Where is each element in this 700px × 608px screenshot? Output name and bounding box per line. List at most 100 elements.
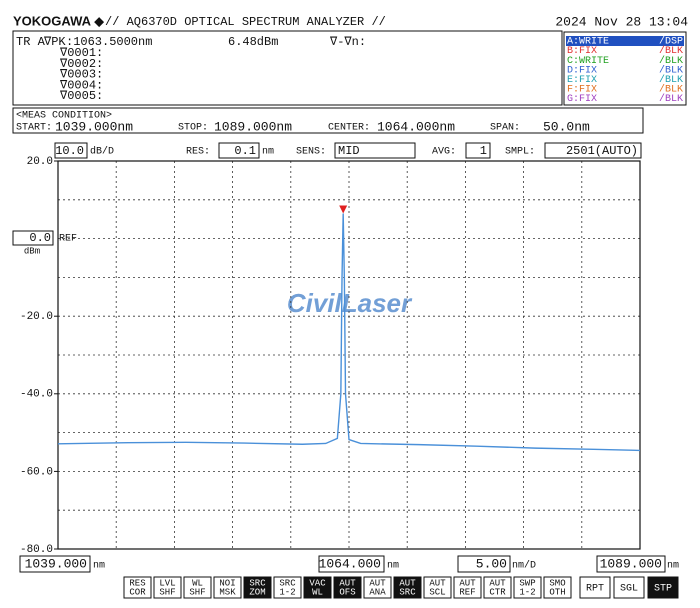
softkey-label[interactable]: ZOM (249, 587, 265, 597)
trace-state[interactable]: /BLK (659, 84, 683, 96)
button-label[interactable]: SGL (620, 584, 638, 595)
ref-label: REF (59, 234, 77, 245)
softkey-label[interactable]: AUT (489, 578, 506, 588)
softkey[interactable] (483, 576, 512, 599)
brand: YOKOGAWA ◆ (13, 13, 104, 28)
trace-state[interactable]: /DSP (659, 36, 683, 48)
peak-marker (339, 205, 348, 214)
softkey-label[interactable]: WL (312, 587, 323, 597)
trace-state[interactable]: /BLK (659, 55, 683, 67)
softkey-label[interactable]: REF (459, 587, 475, 597)
softkey-label[interactable]: NOI (219, 578, 235, 588)
meas-label: STOP: (178, 123, 208, 134)
setting-unit: dB/D (90, 146, 114, 158)
trace-name[interactable]: A:WRITE (567, 37, 609, 48)
meas-label: CENTER: (328, 123, 370, 134)
softkey-label[interactable]: SWP (519, 578, 535, 588)
softkey-label[interactable]: OTH (549, 587, 565, 597)
setting-value[interactable]: 10.0 (55, 144, 84, 158)
setting-unit: nm (262, 147, 274, 158)
button[interactable] (647, 576, 679, 599)
softkey[interactable] (363, 576, 392, 599)
scale-box (19, 555, 91, 573)
marker-slot: ∇0002: (59, 57, 103, 71)
softkey-label[interactable]: SMO (549, 578, 565, 588)
button-label[interactable]: STP (654, 584, 672, 595)
trace-state[interactable]: /BLK (659, 74, 683, 86)
trace-state[interactable]: /BLK (659, 45, 683, 57)
trace-state[interactable]: /BLK (659, 93, 683, 105)
softkey-label[interactable]: AUT (459, 578, 476, 588)
setting-label: AVG: (432, 147, 456, 158)
y-tick-label: 20.0 (27, 156, 53, 168)
button-label[interactable]: RPT (586, 584, 604, 595)
softkey[interactable] (333, 576, 362, 599)
scale-value[interactable]: 1089.000 (600, 556, 662, 571)
scale-value[interactable]: 1039.000 (25, 556, 87, 571)
y-tick-label: -60.0 (20, 466, 53, 478)
scale-value[interactable]: 1064.000 (319, 556, 381, 571)
softkey-label[interactable]: OFS (339, 587, 355, 597)
scale-box (318, 555, 385, 573)
softkey-label[interactable]: SRC (249, 578, 266, 588)
marker-label: ∇PK (43, 35, 66, 49)
softkey-label[interactable]: SRC (279, 578, 296, 588)
softkey-label[interactable]: ANA (369, 587, 386, 597)
softkey[interactable] (213, 576, 242, 599)
softkey-label[interactable]: 1-2 (279, 587, 295, 597)
softkey-label[interactable]: CTR (489, 587, 506, 597)
setting-box (465, 142, 491, 159)
meas-title: <MEAS CONDITION> (16, 111, 112, 122)
scale-box (596, 555, 666, 573)
scale-box (457, 555, 511, 573)
softkey-label[interactable]: AUT (429, 578, 446, 588)
scale-unit: nm (93, 561, 105, 572)
plot-frame (57, 160, 641, 550)
softkey-label[interactable]: AUT (339, 578, 356, 588)
softkey[interactable] (243, 576, 272, 599)
marker-slot: ∇0004: (59, 78, 103, 92)
setting-value[interactable]: MID (338, 144, 360, 158)
softkey-label[interactable]: COR (129, 587, 146, 597)
setting-label: RES: (186, 147, 210, 158)
softkey-label[interactable]: WL (192, 578, 203, 588)
softkey[interactable] (453, 576, 482, 599)
softkey[interactable] (303, 576, 332, 599)
softkey-label[interactable]: SRC (399, 587, 416, 597)
marker-level: 6.48dBm (228, 35, 278, 49)
setting-value[interactable]: 1 (480, 144, 487, 158)
softkey[interactable] (123, 576, 152, 599)
softkey-label[interactable]: SHF (189, 587, 205, 597)
softkey[interactable] (513, 576, 542, 599)
softkey-label[interactable]: MSK (219, 587, 236, 597)
softkey-label[interactable]: SHF (159, 587, 175, 597)
softkey[interactable] (543, 576, 572, 599)
button[interactable] (613, 576, 645, 599)
trace-name[interactable]: D:FIX (567, 65, 597, 76)
softkey[interactable] (273, 576, 302, 599)
setting-value[interactable]: 0.1 (234, 144, 256, 158)
softkey-label[interactable]: VAC (309, 578, 326, 588)
instrument-title: // AQ6370D OPTICAL SPECTRUM ANALYZER // (105, 15, 386, 29)
trace-name[interactable]: B:FIX (567, 46, 597, 57)
softkey-label[interactable]: 1-2 (519, 587, 535, 597)
scale-value[interactable]: 5.00 (476, 556, 507, 571)
softkey-label[interactable]: AUT (369, 578, 386, 588)
meas-label: START: (16, 123, 52, 134)
softkey[interactable] (393, 576, 422, 599)
softkey-label[interactable]: LVL (159, 578, 175, 588)
setting-value[interactable]: 2501(AUTO) (566, 144, 638, 158)
softkey-label[interactable]: RES (129, 578, 145, 588)
softkey[interactable] (183, 576, 212, 599)
button[interactable] (579, 576, 611, 599)
trace-name[interactable]: G:FIX (567, 94, 597, 105)
softkey[interactable] (423, 576, 452, 599)
softkey[interactable] (153, 576, 182, 599)
trace-name[interactable]: C:WRITE (567, 56, 609, 67)
softkey-label[interactable]: SCL (429, 587, 445, 597)
trace-state[interactable]: /BLK (659, 64, 683, 76)
marker-slot: ∇0005: (59, 89, 103, 103)
trace-name[interactable]: F:FIX (567, 85, 597, 96)
softkey-label[interactable]: AUT (399, 578, 416, 588)
trace-name[interactable]: E:FIX (567, 75, 597, 86)
